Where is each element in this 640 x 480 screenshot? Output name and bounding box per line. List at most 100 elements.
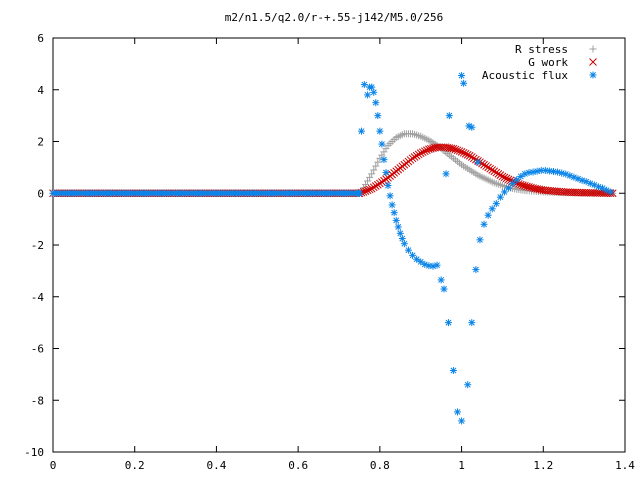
data-point bbox=[380, 156, 388, 164]
data-point bbox=[453, 408, 461, 416]
marker-stroke bbox=[497, 194, 504, 201]
marker-stroke bbox=[485, 212, 492, 219]
data-point bbox=[451, 145, 460, 154]
marker-stroke bbox=[488, 166, 497, 174]
data-point bbox=[445, 112, 453, 120]
data-point bbox=[357, 127, 365, 135]
data-point bbox=[444, 319, 452, 327]
data-point bbox=[363, 186, 372, 195]
legend: R stress G work Acoustic flux bbox=[482, 43, 597, 82]
data-point bbox=[355, 189, 363, 197]
marker-stroke bbox=[380, 156, 387, 163]
marker-stroke bbox=[408, 154, 417, 163]
marker-stroke bbox=[383, 169, 389, 176]
marker-stroke bbox=[374, 112, 381, 119]
marker-stroke bbox=[486, 164, 495, 173]
data-point bbox=[449, 366, 457, 374]
x-tick-label: 0 bbox=[50, 459, 57, 472]
marker-stroke bbox=[482, 162, 490, 170]
marker-stroke bbox=[517, 173, 524, 180]
data-point bbox=[372, 162, 380, 170]
marker-stroke bbox=[525, 183, 533, 191]
marker-stroke bbox=[535, 185, 544, 194]
data-point bbox=[412, 151, 421, 160]
data-point bbox=[468, 319, 476, 327]
data-point bbox=[455, 147, 464, 155]
plot-frame bbox=[52, 37, 626, 453]
marker-stroke bbox=[516, 180, 525, 189]
data-point bbox=[365, 185, 374, 194]
data-point bbox=[478, 159, 486, 168]
marker-stroke bbox=[467, 153, 476, 161]
marker-stroke bbox=[530, 169, 537, 175]
marker-stroke bbox=[595, 183, 602, 190]
marker-stroke bbox=[441, 286, 447, 292]
marker-stroke bbox=[393, 217, 400, 224]
data-point bbox=[361, 187, 370, 195]
data-point bbox=[384, 181, 392, 189]
data-point bbox=[370, 88, 378, 96]
data-point bbox=[458, 417, 466, 425]
marker-stroke bbox=[409, 252, 416, 259]
legend-marker bbox=[589, 45, 597, 53]
data-point bbox=[372, 99, 380, 107]
data-point bbox=[371, 182, 380, 190]
data-point bbox=[461, 149, 470, 158]
marker-stroke bbox=[378, 141, 385, 148]
marker-stroke bbox=[464, 381, 471, 388]
marker-stroke bbox=[395, 223, 402, 230]
data-point bbox=[442, 170, 450, 178]
marker-stroke bbox=[412, 151, 421, 160]
marker-stroke bbox=[489, 205, 496, 212]
marker-stroke bbox=[570, 174, 577, 181]
marker-stroke bbox=[405, 247, 412, 254]
data-point bbox=[458, 72, 466, 80]
legend-label-acoustic-flux: Acoustic flux bbox=[482, 69, 568, 82]
marker-stroke bbox=[519, 181, 527, 190]
data-point bbox=[400, 240, 408, 248]
marker-stroke bbox=[599, 185, 606, 192]
marker-stroke bbox=[457, 147, 466, 156]
marker-stroke bbox=[478, 159, 486, 168]
marker-stroke bbox=[463, 150, 472, 159]
x-tick-label: 0.6 bbox=[288, 459, 308, 472]
marker-stroke bbox=[454, 408, 461, 415]
data-point bbox=[509, 179, 517, 187]
marker-stroke bbox=[421, 261, 428, 268]
marker-stroke bbox=[438, 276, 445, 283]
marker-stroke bbox=[458, 72, 465, 79]
data-point bbox=[541, 166, 549, 174]
marker-stroke bbox=[533, 185, 542, 193]
data-point bbox=[359, 188, 368, 196]
data-point bbox=[488, 166, 497, 174]
marker-stroke bbox=[358, 128, 365, 135]
marker-stroke bbox=[387, 192, 394, 199]
marker-stroke bbox=[523, 182, 531, 191]
y-tick-label: 4 bbox=[37, 84, 44, 97]
marker-stroke bbox=[579, 177, 586, 184]
data-point bbox=[519, 181, 527, 190]
data-point bbox=[382, 169, 390, 177]
marker-stroke bbox=[364, 91, 371, 98]
data-point bbox=[500, 173, 509, 182]
marker-stroke bbox=[468, 124, 475, 131]
data-point bbox=[472, 266, 480, 274]
marker-stroke bbox=[372, 99, 379, 106]
data-point bbox=[480, 220, 488, 228]
data-point bbox=[492, 200, 500, 208]
x-tick-label: 1.2 bbox=[533, 459, 553, 472]
marker-stroke bbox=[504, 175, 513, 184]
marker-stroke bbox=[465, 123, 472, 129]
marker-stroke bbox=[498, 172, 507, 181]
data-point bbox=[492, 168, 501, 177]
legend-marker bbox=[589, 58, 597, 66]
legend-marker bbox=[589, 71, 597, 79]
data-point bbox=[388, 201, 396, 209]
marker-stroke bbox=[369, 183, 378, 192]
marker-stroke bbox=[416, 149, 425, 157]
marker-stroke bbox=[356, 190, 363, 197]
y-tick-label: -8 bbox=[31, 394, 44, 407]
data-point bbox=[364, 91, 372, 99]
y-tick-label: 2 bbox=[37, 136, 44, 149]
